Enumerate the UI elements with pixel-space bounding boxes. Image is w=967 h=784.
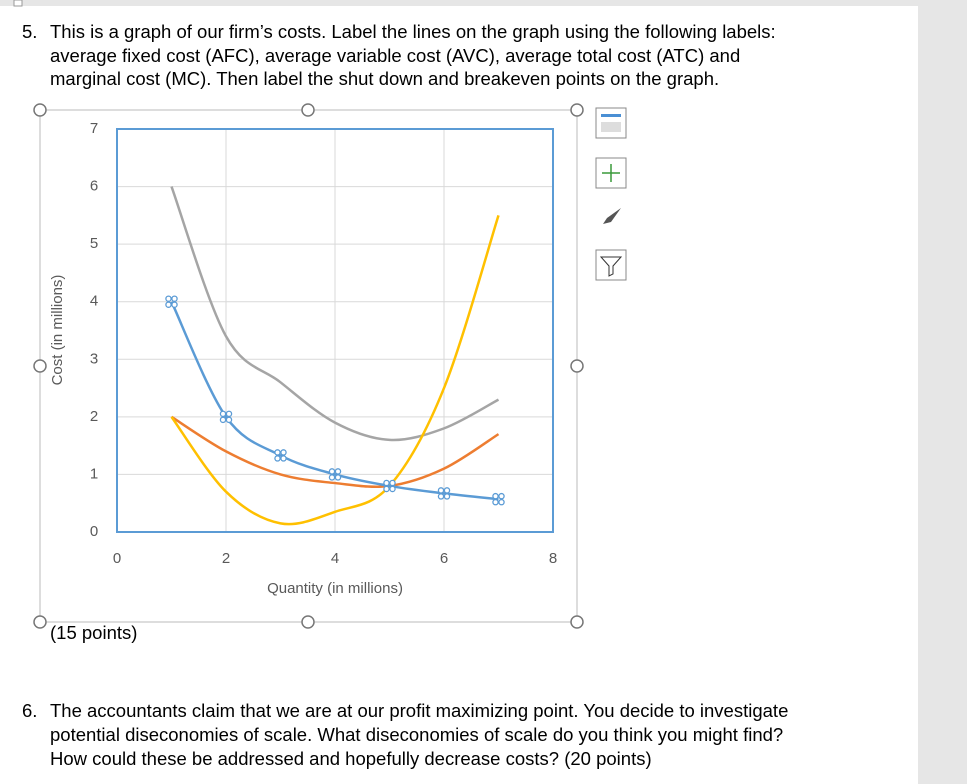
marker-handle [219, 416, 227, 424]
marker-handle [389, 479, 396, 487]
data-point [328, 468, 342, 481]
x-tick-label: 2 [222, 550, 230, 567]
question-line: How could these be addressed and hopeful… [50, 748, 652, 769]
marker-handle [383, 479, 390, 487]
data-point [492, 492, 505, 506]
data-point [165, 295, 178, 308]
x-tick-label: 6 [440, 550, 448, 567]
y-tick-label: 6 [90, 178, 98, 195]
marker-handle [225, 416, 233, 424]
question-line: The accountants claim that we are at our… [50, 700, 788, 721]
marker-handle [274, 455, 281, 462]
selection-handles [33, 103, 584, 629]
marker-handle [334, 468, 342, 475]
question-line: potential diseconomies of scale. What di… [50, 724, 783, 745]
y-tick-label: 2 [90, 408, 98, 425]
x-axis-title: Quantity (in millions) [267, 580, 403, 597]
question-line: average fixed cost (AFC), average variab… [50, 45, 740, 66]
x-tick-label: 0 [113, 550, 121, 567]
points: (15 points) [50, 622, 137, 643]
style-button[interactable] [596, 200, 626, 230]
question-number: 6. [22, 700, 37, 721]
data-point [219, 410, 233, 424]
marker-handle [219, 410, 227, 418]
y-tick-label: 3 [90, 350, 98, 367]
marker-handle [165, 295, 172, 302]
marker-handle [492, 492, 499, 500]
marker-handle [383, 485, 390, 493]
marker-handle [334, 474, 342, 481]
y-tick-label: 0 [90, 523, 98, 540]
marker-handle [498, 492, 505, 500]
question-line: marginal cost (MC). Then label the shut … [50, 68, 719, 89]
marker-handle [492, 498, 499, 506]
marker-handle [443, 493, 451, 500]
marker-handle [171, 301, 178, 308]
x-tick-label: 4 [331, 550, 339, 567]
marker-handle [437, 487, 445, 494]
series-line [170, 186, 500, 442]
data-point [274, 449, 287, 462]
marker-handle [280, 449, 287, 456]
marker-handle [328, 474, 336, 481]
y-axis-title: Cost (in millions) [49, 275, 66, 386]
y-tick-label: 4 [90, 293, 98, 310]
y-tick-label: 7 [90, 120, 98, 137]
chart-buttons[interactable] [595, 107, 627, 281]
chart-frame [39, 109, 578, 623]
series-line [170, 415, 500, 489]
chart[interactable]: Quantity (in millions) Cost (in millions… [39, 109, 578, 623]
x-tick-label: 8 [549, 550, 557, 567]
marker-handle [437, 493, 445, 500]
data-point [437, 487, 451, 500]
y-tick-label: 5 [90, 235, 98, 252]
series-line [170, 214, 500, 526]
marker-handle [225, 410, 233, 418]
y-tick-label: 1 [90, 465, 98, 482]
marker-handle [274, 449, 281, 456]
data-point [383, 479, 396, 493]
marker-handle [171, 295, 178, 302]
plot-area [116, 128, 554, 533]
question-number: 5. [22, 21, 37, 42]
marker-handle [165, 301, 172, 308]
marker-handle [280, 455, 287, 462]
marker-handle [389, 485, 396, 493]
question-line: This is a graph of our firm’s costs. Lab… [50, 21, 776, 42]
page-corner [13, 0, 23, 7]
series-line [170, 301, 499, 501]
marker-handle [498, 498, 505, 506]
marker-handle [328, 468, 336, 475]
marker-handle [443, 487, 451, 494]
